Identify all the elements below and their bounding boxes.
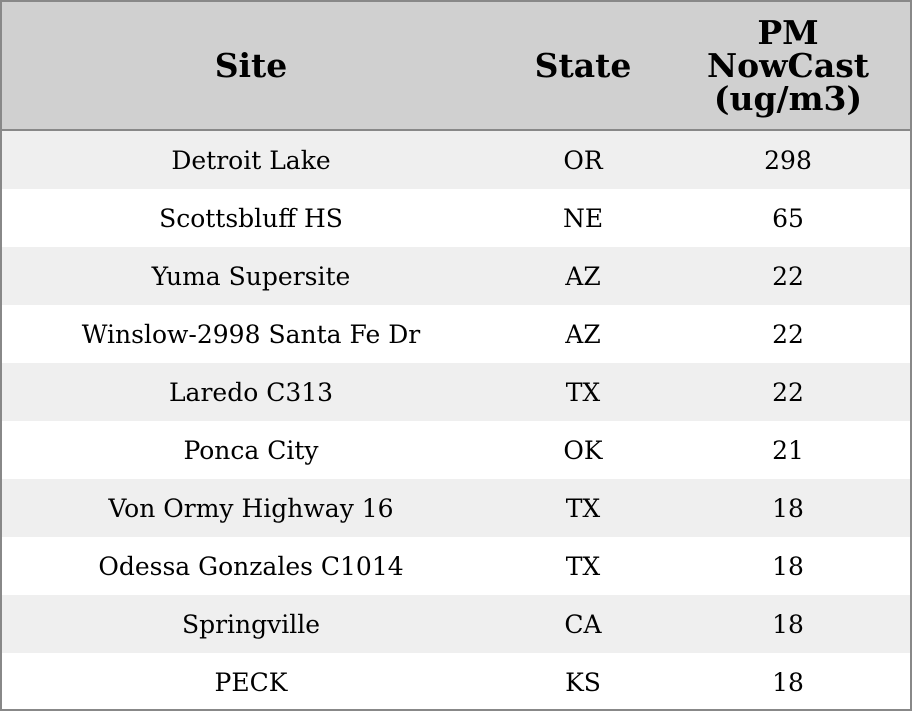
table-cell: Detroit Lake [2,130,500,189]
table-row: Winslow-2998 Santa Fe Dr AZ 22 [2,305,910,363]
header-label: PM NowCast (ug/m3) [706,13,870,118]
table-cell: TX [500,363,666,421]
header-row: Site State PM NowCast (ug/m3) [2,2,910,131]
table-row: Detroit Lake OR 298 [2,130,910,189]
table-cell: OR [500,130,666,189]
table-cell: 298 [666,130,910,189]
table-row: Laredo C313 TX 22 [2,363,910,421]
table-cell: 22 [772,319,804,349]
table-cell: PECK [214,667,288,697]
table-cell: TX [565,551,601,581]
table-cell: Ponca City [183,435,319,465]
table-cell: Odessa Gonzales C1014 [98,551,404,581]
table-row: Yuma Supersite AZ 22 [2,247,910,305]
table-cell: AZ [565,319,601,349]
table-row: Odessa Gonzales C1014 TX 18 [2,537,910,595]
header-cell: PM NowCast (ug/m3) [666,2,910,131]
table-cell: Springville [2,595,500,653]
table-cell: Scottsbluff HS [159,203,343,233]
table-row: Von Ormy Highway 16 TX 18 [2,479,910,537]
table-row: Ponca City OK 21 [2,421,910,479]
table-cell: TX [500,479,666,537]
table-cell: Von Ormy Highway 16 [2,479,500,537]
table-cell: 65 [772,203,804,233]
table-cell: Winslow-2998 Santa Fe Dr [81,319,421,349]
header-label: Site [214,46,288,85]
table-cell: AZ [500,247,666,305]
table-cell: Laredo C313 [2,363,500,421]
table-cell: KS [565,667,601,697]
header-cell: State [500,2,666,131]
table-cell: Yuma Supersite [2,247,500,305]
header-cell: Site [2,2,500,131]
table-cell: NE [562,203,604,233]
table-row: PECK KS 18 [2,653,910,711]
header-label: State [534,46,632,85]
table-cell: 18 [666,479,910,537]
table-row: Springville CA 18 [2,595,910,653]
table-row: Scottsbluff HS NE 65 [2,189,910,247]
table-cell: 22 [666,247,910,305]
table-cell: 18 [772,551,804,581]
table-cell: 18 [772,667,804,697]
table-cell: 21 [772,435,804,465]
table-cell: 22 [666,363,910,421]
table-cell: OK [563,435,603,465]
table-cell: 18 [666,595,910,653]
table-cell: CA [500,595,666,653]
